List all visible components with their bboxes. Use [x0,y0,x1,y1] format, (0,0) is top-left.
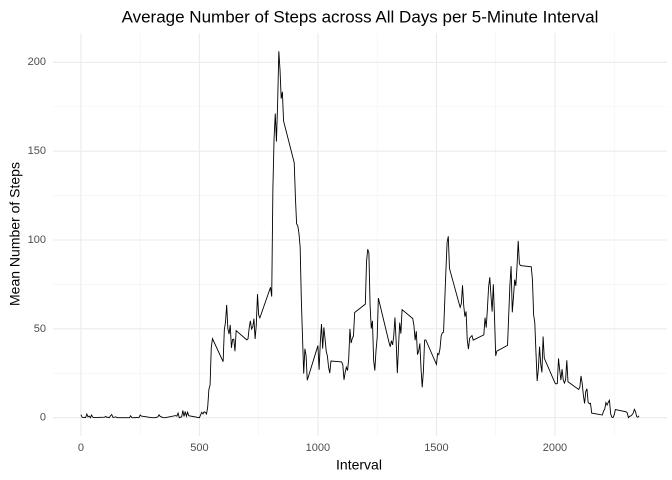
x-tick-label: 2000 [543,442,567,454]
x-tick-label: 0 [78,442,84,454]
x-tick-label: 1000 [306,442,330,454]
y-tick-label: 200 [28,56,46,68]
y-tick-label: 50 [34,323,46,335]
y-axis-title: Mean Number of Steps [7,162,23,306]
x-axis-title: Interval [336,457,382,473]
y-tick-label: 0 [40,412,46,424]
x-tick-label: 1500 [424,442,448,454]
data-line [80,51,640,419]
y-tick-label: 150 [28,145,46,157]
y-tick-label: 100 [28,234,46,246]
x-tick-label: 500 [190,442,208,454]
chart-title: Average Number of Steps across All Days … [122,7,599,26]
